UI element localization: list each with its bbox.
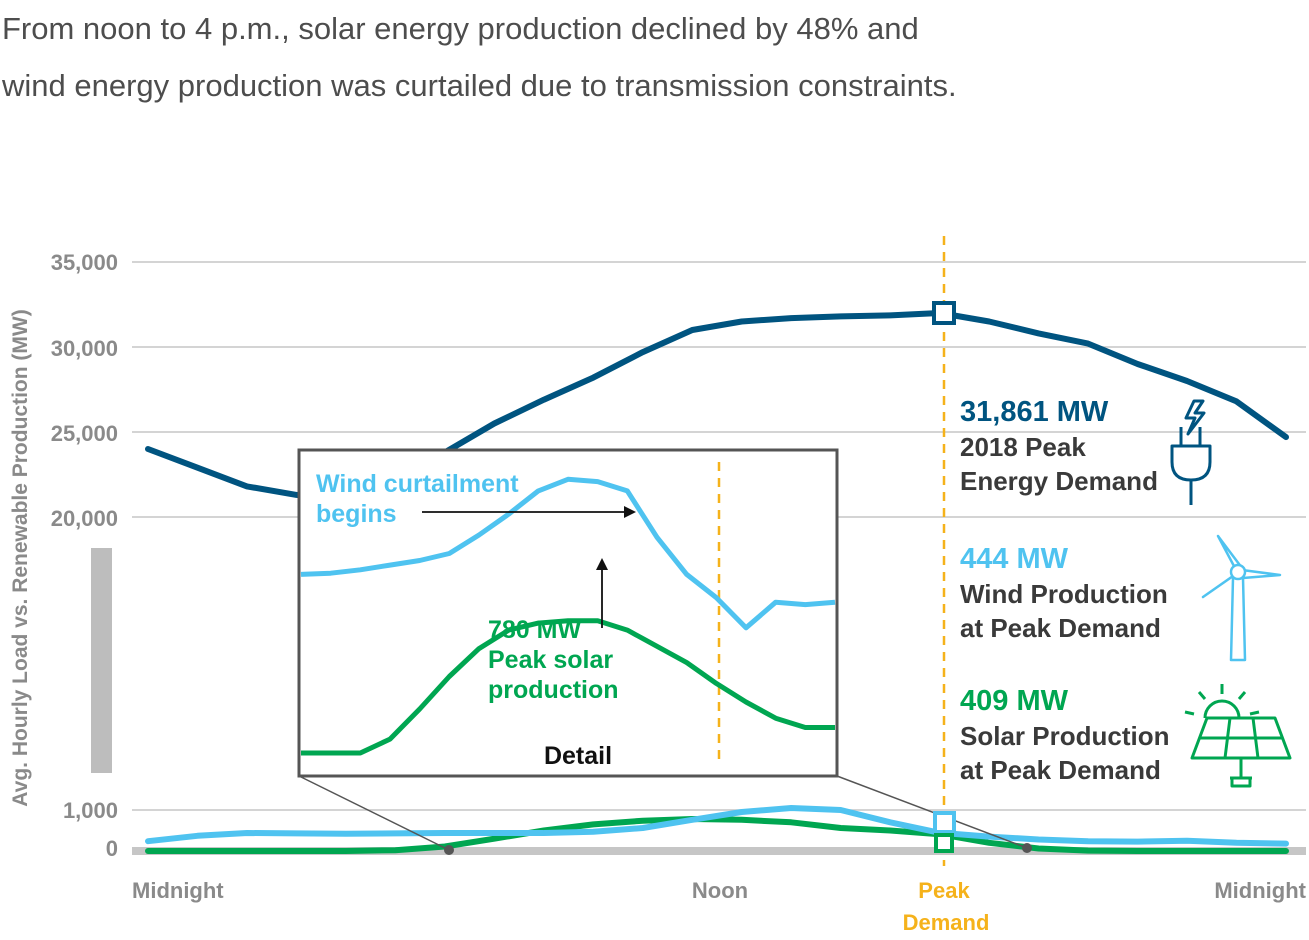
y-tick-30000: 30,000 <box>51 336 118 361</box>
inset-anchor-left <box>444 845 454 855</box>
solar-arrowhead <box>596 558 608 570</box>
y-tick-35000: 35,000 <box>51 250 118 275</box>
solar-panel-icon <box>1184 684 1292 788</box>
x-tick-labels: Midnight Noon Peak Demand Midnight <box>132 878 1307 935</box>
solar-callout-line2: at Peak Demand <box>960 755 1161 785</box>
inset-wind-line <box>300 476 836 631</box>
detail-inset: Wind curtailment begins 780 MW Peak sola… <box>297 448 839 778</box>
x-tick-midnight-start: Midnight <box>132 878 224 903</box>
solar-callout-line1: Solar Production <box>960 721 1169 751</box>
plug-icon <box>1170 399 1212 505</box>
wind-annotation-line2: begins <box>316 500 397 528</box>
wind-peak-marker <box>933 811 956 834</box>
inset-frame <box>297 448 839 778</box>
headline-line-2: wind energy production was curtailed due… <box>2 68 957 103</box>
solar-annotation-line1: 780 MW <box>488 616 581 644</box>
y-tick-25000: 25,000 <box>51 421 118 446</box>
inset-anchor-right <box>1022 843 1032 853</box>
axis-break-bar <box>91 548 112 773</box>
load-callout-value: 31,861 MW <box>960 396 1109 428</box>
y-tick-20000: 20,000 <box>51 506 118 531</box>
x-tick-peak: Peak <box>918 878 970 903</box>
inset-connector-right <box>836 775 1028 849</box>
load-peak-marker <box>932 301 956 325</box>
wind-turbine-icon <box>1201 534 1282 662</box>
wind-callout-value: 444 MW <box>960 543 1069 575</box>
x-tick-demand: Demand <box>903 910 990 935</box>
wind-callout: 444 MW Wind Production at Peak Demand <box>960 534 1282 662</box>
y-tick-labels: 35,000 30,000 25,000 20,000 1,000 0 <box>51 250 118 861</box>
inset-title: Detail <box>544 742 612 770</box>
solar-peak-marker <box>934 833 954 853</box>
solar-callout-value: 409 MW <box>960 685 1069 717</box>
inset-connector-left <box>298 775 450 851</box>
wind-annotation-line1: Wind curtailment <box>316 470 519 498</box>
y-tick-1000: 1,000 <box>63 798 118 823</box>
headline: From noon to 4 p.m., solar energy produc… <box>2 0 957 114</box>
x-axis-baseline <box>132 847 1306 855</box>
y-axis-label: Avg. Hourly Load vs. Renewable Productio… <box>9 309 32 806</box>
x-tick-noon: Noon <box>692 878 748 903</box>
wind-series-line <box>145 805 1289 847</box>
x-tick-midnight-end: Midnight <box>1214 878 1306 903</box>
wind-arrowhead <box>624 506 636 518</box>
wind-callout-line2: at Peak Demand <box>960 613 1161 643</box>
solar-callout: 409 MW Solar Production at Peak Demand <box>960 684 1292 788</box>
wind-callout-line1: Wind Production <box>960 579 1168 609</box>
y-tick-0: 0 <box>106 836 118 861</box>
solar-series-line <box>145 816 1289 854</box>
load-callout: 31,861 MW 2018 Peak Energy Demand <box>960 396 1212 505</box>
solar-annotation-line2: Peak solar <box>488 646 613 674</box>
solar-annotation-line3: production <box>488 676 619 704</box>
load-callout-line1: 2018 Peak <box>960 432 1086 462</box>
load-callout-line2: Energy Demand <box>960 466 1158 496</box>
headline-line-1: From noon to 4 p.m., solar energy produc… <box>2 11 919 46</box>
inset-solar-line <box>301 618 835 756</box>
